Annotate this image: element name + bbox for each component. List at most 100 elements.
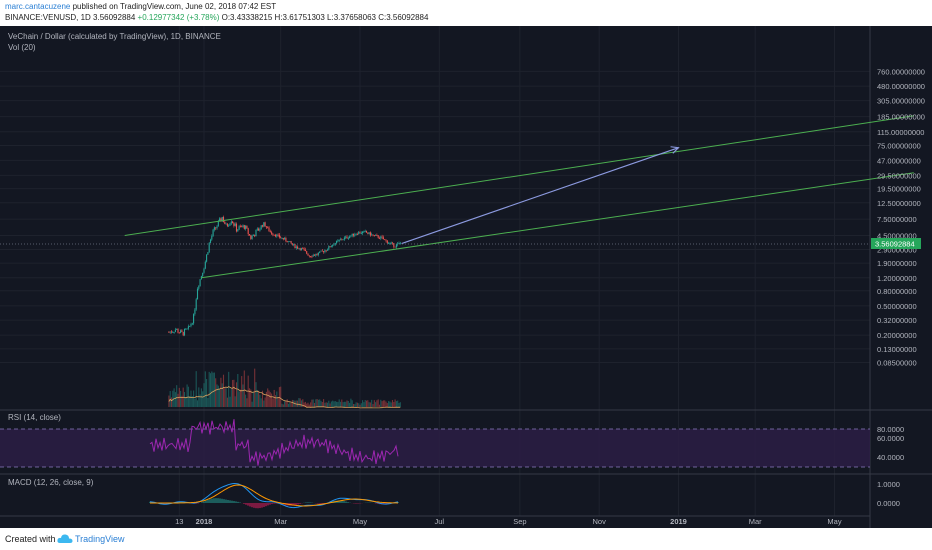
candle <box>326 249 329 251</box>
candle <box>337 240 339 242</box>
symbol-name: BINANCE:VENUSD, 1D <box>5 13 91 22</box>
time-axis[interactable]: 13 2018 Mar May Jul Sep Nov 2019 Mar May <box>175 517 842 526</box>
candle <box>285 238 287 242</box>
candle <box>354 234 356 236</box>
candle <box>332 245 334 247</box>
volume-bar <box>328 400 330 407</box>
volume-bar <box>299 398 301 407</box>
volume-bar <box>345 401 347 407</box>
volume-bar <box>225 388 227 407</box>
volume-bar <box>237 374 239 407</box>
macd-hist-bar <box>149 501 151 503</box>
volume-bar <box>363 402 365 407</box>
projection-arrow[interactable] <box>401 147 679 245</box>
volume-bar <box>191 396 193 407</box>
candle <box>316 254 318 255</box>
candle <box>195 299 197 310</box>
candle <box>373 235 375 236</box>
macd-hist-bar <box>343 501 345 503</box>
candle <box>394 246 396 248</box>
volume-bar <box>203 383 205 407</box>
price-tick-label: 7.50000000 <box>877 215 917 224</box>
volume-bar <box>172 390 174 407</box>
candle <box>276 234 278 237</box>
candle <box>333 244 335 246</box>
volume-bar <box>349 402 351 407</box>
chart-area[interactable]: 760.00000000 480.00000000 305.00000000 185.… <box>0 26 932 528</box>
tradingview-link[interactable]: TradingView <box>75 534 125 544</box>
volume-bar <box>285 400 287 407</box>
volume-bar <box>347 400 349 407</box>
macd-hist-bar <box>207 499 209 503</box>
volume-bar <box>186 384 188 407</box>
macd-hist-bar <box>341 500 343 503</box>
macd-hist-bar <box>397 501 399 503</box>
volume-bar <box>355 402 357 407</box>
price-chart[interactable]: 760.00000000 480.00000000 305.00000000 185.… <box>0 26 932 528</box>
volume-bar <box>261 390 264 407</box>
author-link[interactable]: marc.cantacuzene <box>5 2 71 11</box>
candle <box>317 252 319 255</box>
candle <box>312 254 314 257</box>
macd-hist-bar <box>211 498 213 503</box>
volume-bar <box>248 388 251 407</box>
macd-hist-bar <box>219 498 221 503</box>
candle <box>232 221 234 224</box>
candle <box>376 235 378 236</box>
volume-bar <box>174 392 176 407</box>
volume-bar <box>351 400 353 407</box>
volume-bar <box>330 401 332 407</box>
candle <box>277 234 279 236</box>
price-tick-label: 12.50000000 <box>877 199 921 208</box>
candle <box>310 256 312 257</box>
macd-hist-bar <box>269 503 271 505</box>
ohlc-values: O:3.43338215 H:3.61751303 L:3.37658063 C… <box>221 13 429 22</box>
rsi-tick-label: 80.0000 <box>877 425 904 434</box>
volume-bar <box>304 401 306 407</box>
price-tag-text: 3.56092884 <box>875 240 915 249</box>
candle <box>290 241 292 244</box>
candle <box>222 216 225 222</box>
volume-bar <box>282 404 284 407</box>
volume-bar <box>254 368 256 407</box>
candle <box>388 243 390 244</box>
volume-bar <box>217 385 219 407</box>
macd-hist-bar <box>235 501 237 503</box>
candle <box>264 222 266 227</box>
channel-upper-line[interactable] <box>124 115 914 236</box>
candle <box>294 244 296 248</box>
candle <box>177 329 179 333</box>
macd-hist-bar <box>203 501 205 503</box>
rsi-band <box>0 429 870 467</box>
volume-bar <box>211 371 213 407</box>
candle <box>168 332 170 333</box>
macd-hist-bar <box>165 503 167 505</box>
volume-bar <box>280 386 282 407</box>
volume-ma-line <box>168 386 401 409</box>
volume-bar <box>215 378 217 407</box>
candle <box>271 232 273 234</box>
volume-bar <box>372 404 374 407</box>
candle <box>386 240 388 244</box>
volume-bar <box>320 400 322 407</box>
candle <box>325 250 327 252</box>
volume-bar <box>371 399 373 407</box>
candle <box>389 242 391 244</box>
price-tick-label: 75.00000000 <box>877 141 921 150</box>
macd-hist-bar <box>239 502 241 503</box>
time-tick-label: 2019 <box>670 517 687 526</box>
macd-hist-bar <box>345 501 347 503</box>
candle <box>191 323 193 325</box>
tradingview-cloud-icon[interactable] <box>57 533 73 546</box>
candle <box>381 236 383 238</box>
candle <box>233 223 235 226</box>
candle <box>336 240 338 244</box>
price-axis[interactable]: 760.00000000 480.00000000 305.00000000 185.… <box>877 67 925 508</box>
channel-lower-line[interactable] <box>201 172 914 279</box>
volume-bar <box>352 403 355 407</box>
candle <box>246 225 248 229</box>
macd-hist-bar <box>233 501 235 503</box>
publish-header: marc.cantacuzene published on TradingVie… <box>0 0 932 26</box>
candle <box>268 227 270 232</box>
volume-bar <box>312 399 314 407</box>
